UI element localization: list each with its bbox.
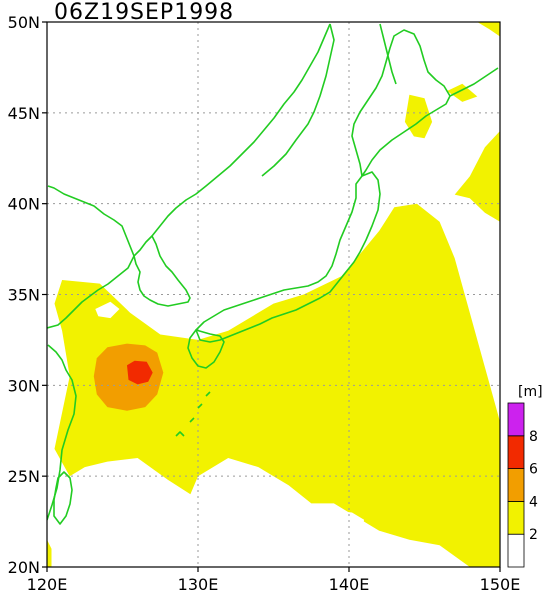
coastline-korea (133, 235, 191, 307)
gridlines (47, 22, 500, 567)
coastline-ryukyu (175, 391, 211, 437)
legend-label-6: 6 (529, 462, 538, 478)
tick-label-lon-150: 150E (480, 575, 521, 594)
coastline-japan-kyushu (187, 329, 225, 369)
coastline-korea-north (151, 23, 331, 237)
legend-swatch-0 (507, 533, 525, 568)
coastline-asia-mainland (47, 344, 77, 521)
coastline-japan-honshu (195, 171, 381, 343)
legend-label-2: 2 (529, 527, 538, 543)
tick-label-lat-35: 35N (8, 286, 40, 305)
coastline-russia-east (261, 23, 335, 177)
coastlines (47, 23, 499, 525)
tick-label-lat-40: 40N (8, 195, 40, 214)
tick-label-lat-20: 20N (8, 558, 40, 577)
wave-region-2m-5 (47, 539, 52, 567)
tick-label-lon-140: 140E (329, 575, 370, 594)
legend-label-8: 8 (529, 429, 538, 445)
tick-label-lon-120: 120E (27, 575, 68, 594)
calm-region-0 (323, 510, 365, 538)
calm-region-1 (95, 301, 120, 319)
coastline-taiwan (53, 471, 73, 525)
legend-label-4: 4 (529, 494, 538, 510)
wave-region-2m-3 (454, 131, 500, 222)
wave-region-2m-2 (447, 83, 478, 102)
tick-label-lat-45: 45N (8, 104, 40, 123)
wave-height-fill-layer (47, 22, 500, 567)
legend-swatch-2 (507, 468, 525, 502)
tick-label-lat-50: 50N (8, 13, 40, 32)
legend-unit: [m] (518, 384, 543, 400)
coastline-sakhalin (379, 23, 397, 85)
wave-region-2m-0 (54, 203, 500, 567)
color-legend: 2 4 6 8 [m] (507, 384, 543, 568)
coastline-japan-hokkaido (351, 29, 451, 177)
tick-label-lat-25: 25N (8, 467, 40, 486)
coastline-kuril (449, 67, 499, 97)
legend-swatch-1 (507, 500, 525, 535)
legend-swatch-3 (507, 435, 525, 469)
wave-region-2m-4 (477, 22, 500, 37)
map-title: 06Z19SEP1998 (54, 0, 234, 25)
tick-label-lat-30: 30N (8, 376, 40, 395)
axis-ticks: 120E 130E 140E 150E 50N 45N 40N 35N 30N 25N 20N (8, 13, 521, 594)
wave-region-6m-7 (127, 360, 153, 385)
tick-label-lon-130: 130E (178, 575, 219, 594)
coastline-china-east (47, 185, 135, 329)
legend-swatch-4 (507, 402, 525, 437)
